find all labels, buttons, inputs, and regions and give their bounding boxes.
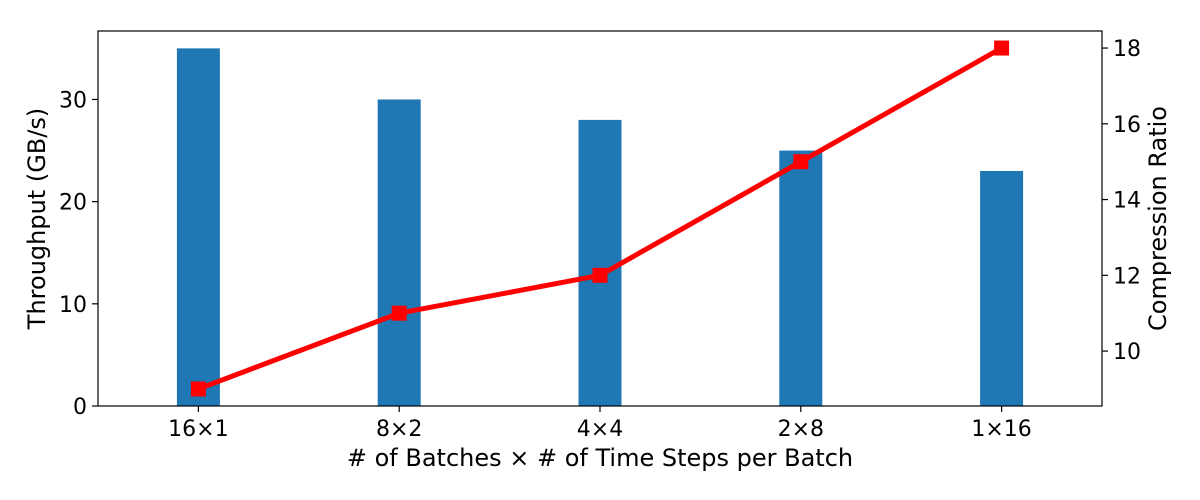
line-series	[190, 40, 1010, 397]
y-left-tick-label-2: 20	[59, 191, 87, 216]
y-axis-right: 10 12 14 16 18	[1102, 37, 1141, 365]
y-axis-right-title: Compression Ratio	[1144, 106, 1172, 331]
x-tick-label-1: 8×2	[376, 417, 422, 442]
x-tick-label-3: 2×8	[778, 417, 824, 442]
y-left-tick-label-3: 30	[59, 88, 87, 113]
x-tick-label-4: 1×16	[971, 417, 1031, 442]
x-axis: 16×1 8×2 4×4 2×8 1×16	[168, 406, 1032, 442]
line-point-0	[190, 381, 206, 397]
y-right-tick-label-3: 16	[1113, 113, 1141, 138]
y-axis-left: 0 10 20 30	[59, 88, 98, 420]
bar-4	[980, 170, 1024, 406]
y-right-tick-label-4: 18	[1113, 37, 1141, 62]
y-axis-left-title: Throughput (GB/s)	[23, 108, 51, 330]
y-left-tick-label-1: 10	[59, 293, 87, 318]
x-tick-label-0: 16×1	[168, 417, 228, 442]
bar-2	[578, 119, 622, 407]
y-left-tick-label-0: 0	[73, 395, 87, 420]
x-axis-title: # of Batches × # of Time Steps per Batch	[347, 444, 853, 472]
y-right-tick-label-0: 10	[1113, 340, 1141, 365]
line-point-4	[994, 40, 1010, 56]
line-point-2	[592, 267, 608, 283]
x-tick-label-2: 4×4	[577, 417, 623, 442]
bar-3	[779, 150, 823, 406]
bar-series	[176, 48, 1024, 407]
bar-0	[176, 48, 220, 406]
y-right-tick-label-2: 14	[1113, 189, 1141, 214]
line-point-1	[391, 305, 407, 321]
y-right-tick-label-1: 12	[1113, 264, 1141, 289]
bar-1	[377, 99, 421, 407]
line-point-3	[793, 154, 809, 170]
